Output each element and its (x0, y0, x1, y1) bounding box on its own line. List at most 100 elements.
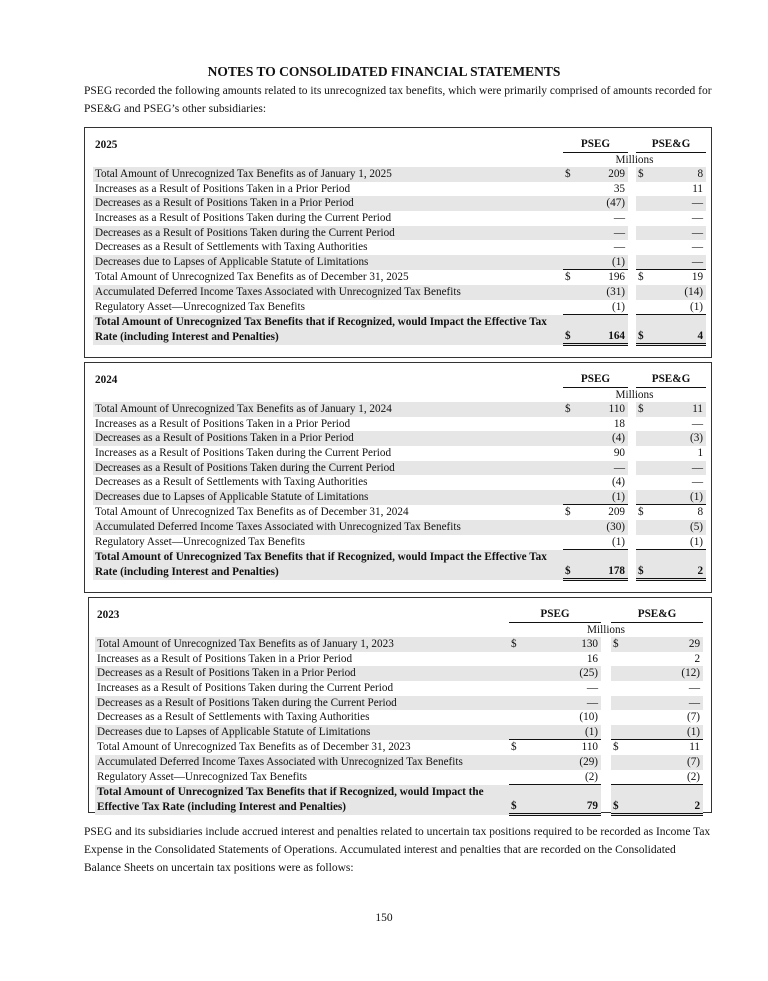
currency-sign: $ (563, 549, 577, 582)
pseg-value: 110 (577, 402, 629, 417)
gap (628, 461, 636, 476)
currency-sign: $ (611, 784, 626, 817)
gap (628, 270, 636, 285)
spacer (95, 622, 509, 637)
column-header: PSEG (563, 372, 629, 388)
pseg-value: 79 (523, 784, 602, 817)
row-label: Accumulated Deferred Income Taxes Associ… (93, 284, 563, 300)
row-label: Increases as a Result of Positions Taken… (95, 446, 392, 459)
table-row: Decreases as a Result of Positions Taken… (95, 695, 704, 711)
pseg-e-value: (7) (686, 711, 701, 724)
table-row: Total Amount of Unrecognized Tax Benefit… (95, 784, 704, 817)
table-row: Increases as a Result of Positions Taken… (93, 417, 706, 432)
pseg-value: (31) (577, 284, 629, 300)
unit-label: Millions (615, 388, 654, 401)
currency-sign (563, 196, 577, 211)
pseg-e-value: 11 (689, 741, 701, 754)
row-label: Decreases as a Result of Settlements wit… (97, 711, 370, 724)
currency-sign (509, 769, 523, 786)
table-row: Decreases due to Lapses of Applicable St… (95, 724, 704, 741)
currency-sign (509, 666, 523, 681)
currency-sign (636, 182, 650, 197)
currency-sign (563, 225, 577, 241)
pseg-value: (30) (577, 519, 629, 535)
gap (628, 137, 636, 152)
pseg-value: 16 (586, 652, 599, 665)
table-year: 2024 (95, 373, 118, 386)
row-label: Total Amount of Unrecognized Tax Benefit… (93, 549, 563, 580)
table-row: Regulatory Asset—Unrecognized Tax Benefi… (93, 299, 707, 316)
currency-sign (636, 284, 651, 300)
gap (601, 681, 611, 696)
gap (601, 637, 611, 652)
table-row: Accumulated Deferred Income Taxes Associ… (93, 284, 707, 300)
gap (628, 285, 636, 300)
pseg-e-value: 4 (650, 314, 707, 347)
currency-sign (563, 284, 577, 300)
currency-sign (611, 666, 626, 681)
pseg-value: (47) (577, 196, 629, 211)
pseg-value: 209 (608, 506, 626, 519)
spacer (93, 387, 563, 402)
currency-sign (611, 681, 625, 696)
pseg-e-value: (1) (625, 724, 704, 741)
table-box: 2025 PSEG PSE&G Millions Total Amount of Unr… (84, 127, 712, 358)
pseg-value: (4) (577, 431, 629, 446)
currency-sign (611, 652, 625, 667)
currency-sign (636, 534, 651, 551)
gap (628, 182, 636, 197)
currency-sign (636, 299, 651, 316)
currency-sign (563, 489, 577, 506)
currency-sign: $ (509, 784, 523, 817)
header-row: 2023 PSEG PSE&G (95, 607, 704, 623)
pseg-e-value: 11 (650, 402, 707, 417)
currency-sign: $ (636, 402, 651, 417)
unit-row: Millions (93, 152, 706, 167)
pseg-e-value: (5) (650, 519, 707, 535)
currency-sign (563, 211, 577, 226)
currency-sign (509, 695, 523, 711)
row-label: Total Amount of Unrecognized Tax Benefit… (95, 506, 409, 519)
pseg-e-value: — (650, 460, 707, 476)
unit-row: Millions (93, 387, 706, 402)
column-header: PSE&G (611, 607, 704, 623)
gap (628, 446, 636, 461)
currency-sign (563, 534, 577, 551)
currency-sign (636, 519, 651, 535)
table-row: Decreases as a Result of Positions Taken… (93, 460, 707, 476)
pseg-value: — (523, 695, 602, 711)
pseg-e-value: — (650, 196, 707, 211)
gap (601, 710, 611, 725)
pseg-e-value: (12) (625, 666, 704, 681)
table-year: 2025 (95, 138, 118, 151)
pseg-e-value: — (650, 254, 707, 271)
table-row: Increases as a Result of Positions Taken… (95, 652, 703, 667)
pseg-e-value: (14) (650, 284, 707, 300)
pseg-value: (1) (577, 299, 629, 316)
pseg-e-value: — (691, 476, 704, 489)
pseg-value: 196 (608, 271, 626, 284)
currency-sign (563, 475, 577, 490)
gap (601, 770, 611, 785)
pseg-value: 110 (581, 741, 599, 754)
pseg-value: 130 (523, 637, 602, 652)
pseg-value: 178 (577, 549, 629, 582)
table-row: Decreases as a Result of Positions Taken… (93, 196, 707, 211)
currency-sign (509, 681, 523, 696)
pseg-e-value: — (691, 241, 704, 254)
header-row: 2024 PSEG PSE&G (93, 372, 707, 388)
pseg-value: 164 (577, 314, 629, 347)
pseg-value: — (577, 225, 629, 241)
pseg-value: — (613, 241, 626, 254)
pseg-value: 18 (613, 417, 626, 430)
currency-sign (509, 754, 523, 770)
column-header: PSEG (563, 137, 629, 153)
table-row: Regulatory Asset—Unrecognized Tax Benefi… (93, 534, 707, 551)
currency-sign: $ (636, 314, 651, 347)
column-header: PSEG (509, 607, 602, 623)
row-label: Increases as a Result of Positions Taken… (95, 417, 351, 430)
pseg-e-value: 2 (650, 549, 707, 582)
table-year: 2023 (97, 608, 120, 621)
table-row: Accumulated Deferred Income Taxes Associ… (93, 519, 707, 535)
